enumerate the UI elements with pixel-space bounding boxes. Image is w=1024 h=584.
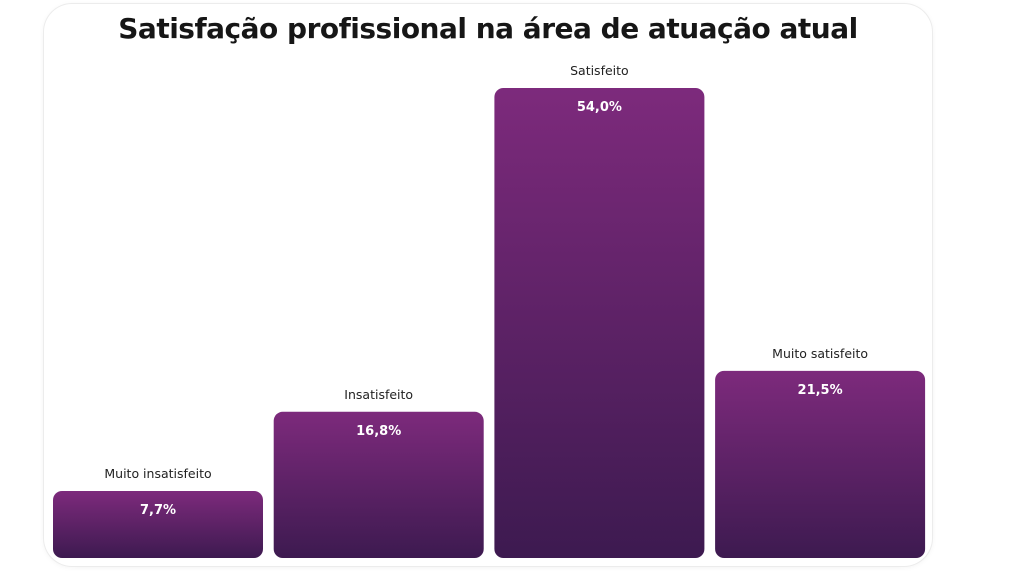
chart-title: Satisfação profissional na área de atuaç…	[118, 12, 858, 45]
bar-category-label-3: Muito satisfeito	[772, 346, 868, 361]
bar-value-label-1: 16,8%	[356, 424, 401, 439]
bar-category-label-0: Muito insatisfeito	[104, 466, 211, 481]
bar-1	[273, 411, 484, 558]
bar-2	[494, 88, 705, 558]
bars-layer: 7,7% Muito insatisfeito 16,8% Insatisfeito 5…	[53, 63, 926, 558]
bar-value-label-0: 7,7%	[140, 503, 176, 518]
bar-category-label-2: Satisfeito	[570, 63, 629, 78]
bar-value-label-2: 54,0%	[577, 100, 622, 115]
bar-3	[715, 370, 926, 558]
bar-category-label-1: Insatisfeito	[344, 387, 413, 402]
bar-0	[53, 490, 263, 558]
bar-value-label-3: 21,5%	[798, 383, 843, 398]
